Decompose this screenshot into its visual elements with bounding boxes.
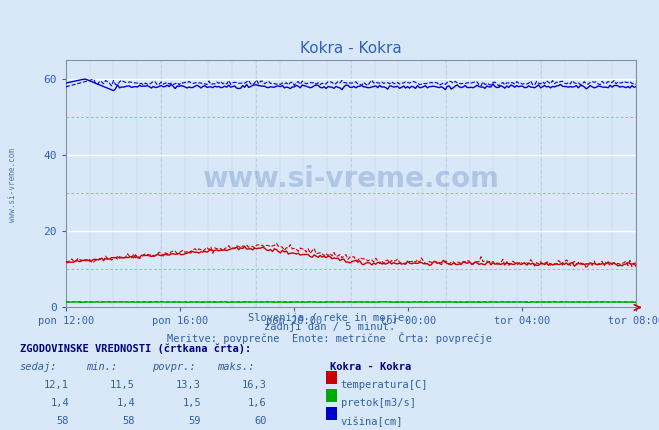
Text: Kokra - Kokra: Kokra - Kokra xyxy=(330,362,411,372)
Text: 13,3: 13,3 xyxy=(176,380,201,390)
Text: 16,3: 16,3 xyxy=(242,380,267,390)
Text: 11,5: 11,5 xyxy=(110,380,135,390)
Text: 1,6: 1,6 xyxy=(248,398,267,408)
Title: Kokra - Kokra: Kokra - Kokra xyxy=(300,41,402,56)
Text: 1,4: 1,4 xyxy=(117,398,135,408)
Text: zadnji dan / 5 minut.: zadnji dan / 5 minut. xyxy=(264,322,395,332)
Text: 58: 58 xyxy=(123,416,135,426)
Text: Meritve: povprečne  Enote: metrične  Črta: povprečje: Meritve: povprečne Enote: metrične Črta:… xyxy=(167,332,492,344)
Text: 60: 60 xyxy=(254,416,267,426)
Text: pretok[m3/s]: pretok[m3/s] xyxy=(341,398,416,408)
Text: ZGODOVINSKE VREDNOSTI (črtkana črta):: ZGODOVINSKE VREDNOSTI (črtkana črta): xyxy=(20,344,251,354)
Text: 12,1: 12,1 xyxy=(44,380,69,390)
Text: 58: 58 xyxy=(57,416,69,426)
Text: 1,4: 1,4 xyxy=(51,398,69,408)
Text: maks.:: maks.: xyxy=(217,362,255,372)
Text: povpr.:: povpr.: xyxy=(152,362,195,372)
Text: sedaj:: sedaj: xyxy=(20,362,57,372)
Text: temperatura[C]: temperatura[C] xyxy=(341,380,428,390)
Text: Slovenija / reke in morje.: Slovenija / reke in morje. xyxy=(248,313,411,323)
Text: www.si-vreme.com: www.si-vreme.com xyxy=(202,165,500,193)
Text: 59: 59 xyxy=(188,416,201,426)
Text: višina[cm]: višina[cm] xyxy=(341,416,403,427)
Text: 1,5: 1,5 xyxy=(183,398,201,408)
Text: www.si-vreme.com: www.si-vreme.com xyxy=(8,148,17,222)
Text: min.:: min.: xyxy=(86,362,117,372)
